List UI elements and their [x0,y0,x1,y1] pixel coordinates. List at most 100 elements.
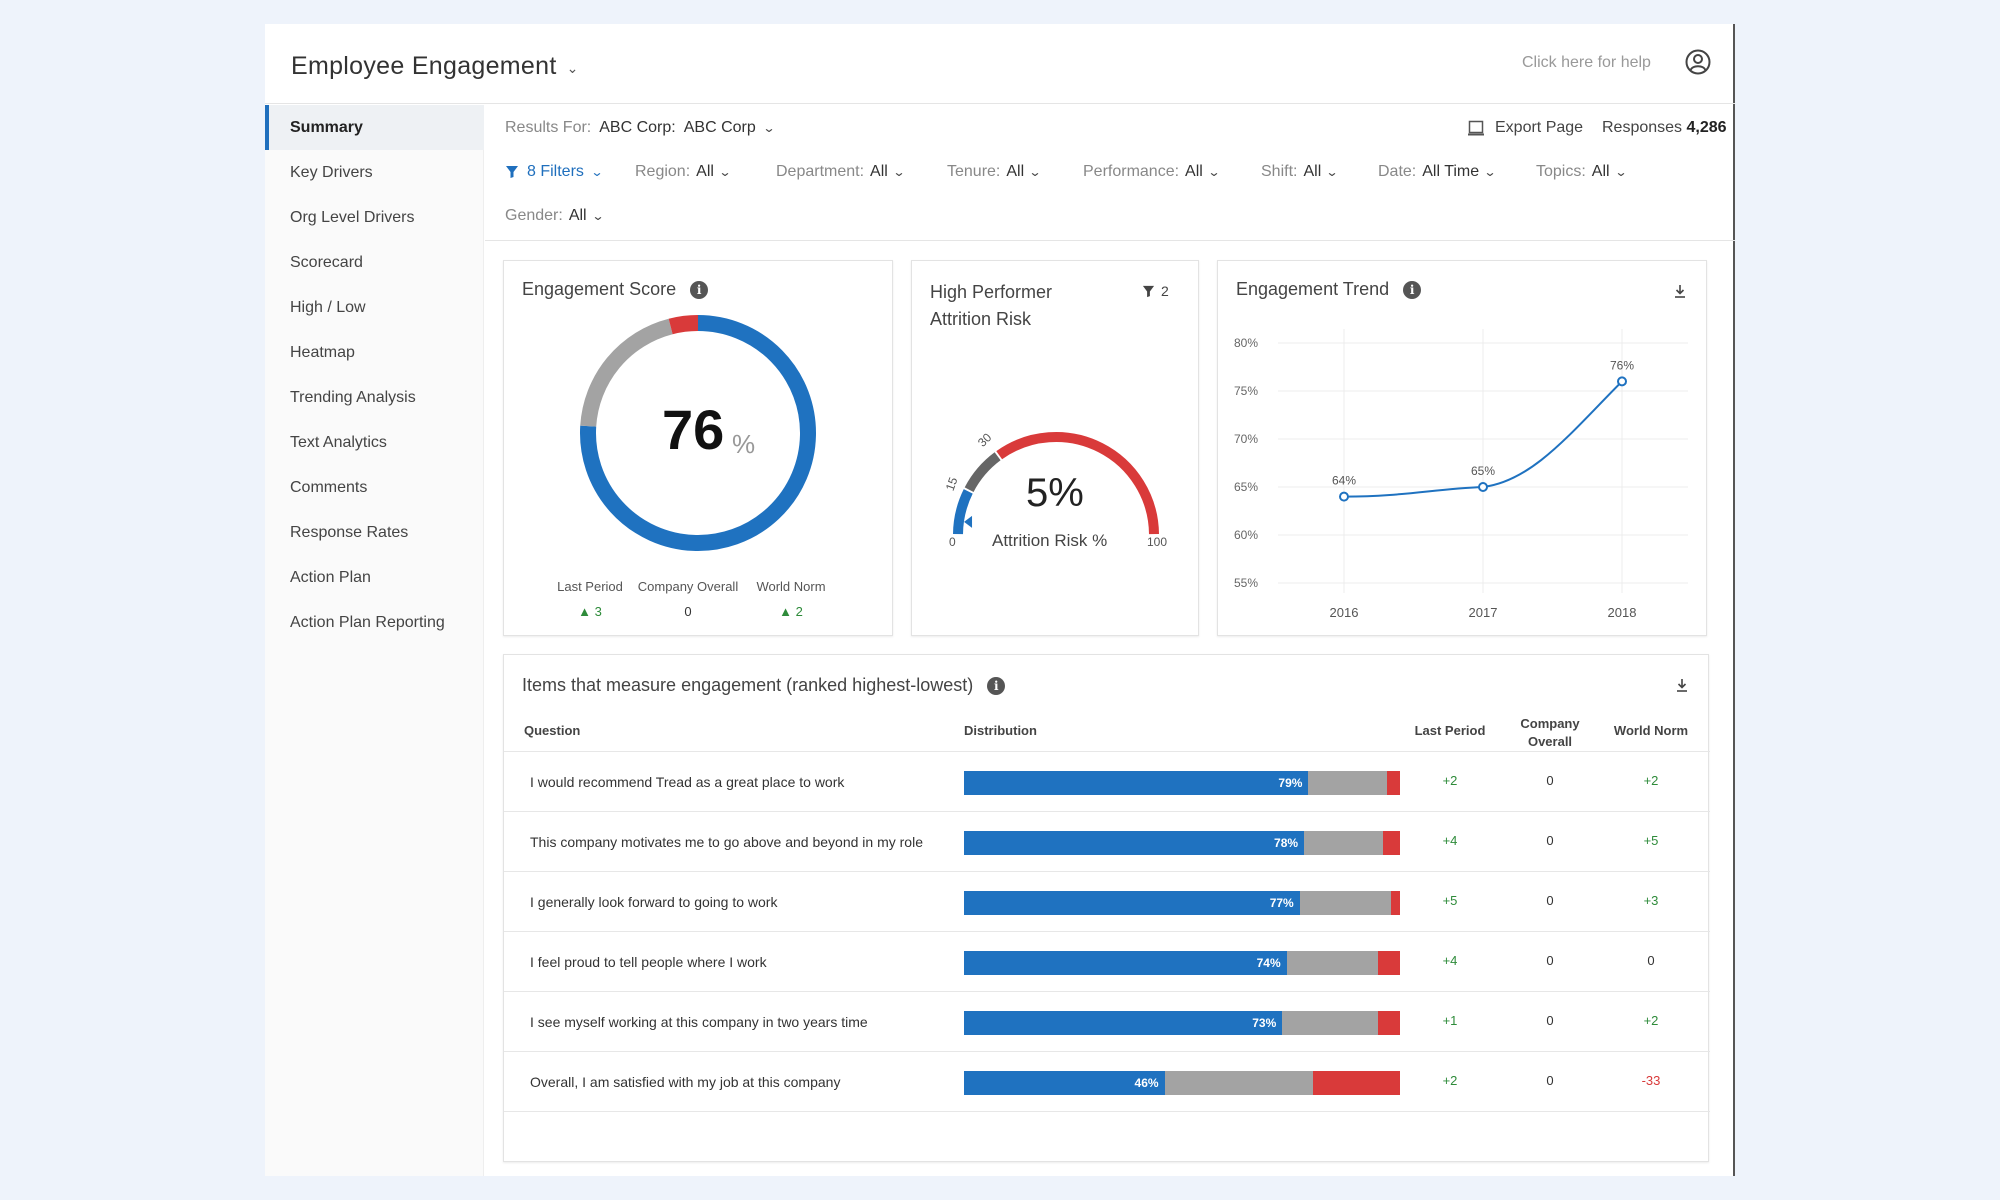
trend-data-label: 65% [1471,464,1495,478]
distribution-bar[interactable]: 77% [964,891,1400,915]
trend-data-point[interactable] [1339,491,1349,502]
filter-tenure-value: All [1006,163,1025,180]
donut-neutral-arc [580,318,673,427]
help-link[interactable]: Click here for help [1522,54,1651,71]
sidebar-item-response-rates[interactable]: Response Rates [290,524,409,541]
unfavorable-segment [1378,951,1400,975]
sidebar-item-action-plan[interactable]: Action Plan [290,569,371,586]
filter-tenure[interactable]: Tenure: All ⌄ [947,163,1042,181]
question-text: Overall, I am satisfied with my job at t… [530,1074,841,1090]
download-icon[interactable] [1672,283,1688,299]
filter-region-label: Region: [635,163,691,180]
export-page-button[interactable]: Export Page [1467,119,1583,137]
unfavorable-segment [1382,831,1400,855]
distribution-bar[interactable]: 74% [964,951,1400,975]
chevron-down-icon: ⌄ [1483,165,1497,179]
unfavorable-segment [1312,1071,1400,1095]
favorable-percent-label: 79% [1278,776,1303,790]
company-overall-value: 0 [1546,893,1554,908]
distribution-bar[interactable]: 78% [964,831,1400,855]
filter-gender[interactable]: Gender: All ⌄ [505,207,604,225]
distribution-bar[interactable]: 73% [964,1011,1400,1035]
favorable-percent-label: 77% [1269,896,1294,910]
favorable-percent-label: 74% [1256,956,1281,970]
info-icon[interactable]: i [690,280,709,299]
stat-world-norm-value-row: ▲ 2 [736,604,846,619]
engagement-score-title-row: Engagement Score i [522,279,709,300]
stat-world-norm-value: 2 [795,604,803,619]
results-for-selector[interactable]: Results For: ABC Corp: ABC Corp ⌄ [505,119,775,137]
filter-date[interactable]: Date: All Time ⌄ [1378,163,1497,181]
sidebar-item-heatmap[interactable]: Heatmap [290,344,355,361]
items-table-title: Items that measure engagement (ranked hi… [522,675,974,695]
x-tick-label: 2017 [1469,605,1498,620]
engagement-trend-chart: 80% 75% 70% 65% 60% 55% 2016 2017 2018 64% 65% 76% [1234,329,1688,620]
stat-company-overall: Company Overall 0 [633,579,743,619]
sidebar-item-action-plan-reporting[interactable]: Action Plan Reporting [290,614,445,631]
attrition-filter-badge[interactable]: 2 [1142,283,1169,299]
column-header-company-overall-line1: Company [1520,716,1580,731]
responses-count: Responses 4,286 [1602,119,1727,137]
engagement-donut [580,315,816,551]
table-row[interactable]: I would recommend Tread as a great place… [504,751,1710,811]
filter-department-label: Department: [776,163,865,180]
filter-topics[interactable]: Topics: All ⌄ [1536,163,1628,181]
column-header-company-overall-line2: Overall [1527,734,1573,749]
sidebar-item-scorecard[interactable]: Scorecard [290,254,363,271]
attrition-risk-value: 5% [1026,471,1084,515]
filter-icon [1142,285,1155,297]
filter-shift-value: All [1303,163,1322,180]
dashboard-selector[interactable]: Employee Engagement ⌄ [291,52,579,81]
gauge-mid-arc [964,452,1001,493]
x-tick-label: 2016 [1330,605,1359,620]
sidebar-item-text-analytics[interactable]: Text Analytics [290,434,387,451]
results-for-value: ABC Corp: ABC Corp [599,119,756,136]
y-tick-label: 80% [1234,336,1258,350]
sidebar-item-trending-analysis[interactable]: Trending Analysis [290,389,416,406]
chevron-down-icon: ⌄ [1325,165,1339,179]
table-row[interactable]: This company motivates me to go above an… [504,811,1710,871]
sidebar-item-org-level-drivers[interactable]: Org Level Drivers [290,209,415,226]
info-icon[interactable]: i [987,676,1006,695]
chevron-down-icon: ⌄ [1028,165,1042,179]
filter-tenure-label: Tenure: [947,163,1001,180]
last-period-value: +2 [1442,1073,1458,1088]
engagement-score-value: 76 [662,398,725,461]
filter-region[interactable]: Region: All ⌄ [635,163,732,181]
filter-shift-label: Shift: [1261,163,1298,180]
sidebar-item-summary[interactable]: Summary [265,105,484,150]
y-tick-label: 65% [1234,480,1258,494]
chevron-down-icon: ⌄ [1614,165,1628,179]
chevron-down-icon: ⌄ [718,165,732,179]
attrition-title-line1: High Performer [930,282,1053,302]
filter-date-label: Date: [1378,163,1417,180]
engagement-trend-card: Engagement Trend i 80% 75% 70% 65% 60% 55% 201… [1217,260,1707,636]
items-table-title-row: Items that measure engagement (ranked hi… [522,675,1006,696]
trend-data-point[interactable] [1617,376,1627,387]
distribution-bar[interactable]: 79% [964,771,1400,795]
table-row[interactable]: I feel proud to tell people where I work… [504,931,1710,991]
table-row[interactable]: Overall, I am satisfied with my job at t… [504,1051,1710,1111]
filter-date-value: All Time [1422,163,1480,180]
download-icon[interactable] [1674,677,1690,693]
distribution-bar[interactable]: 46% [964,1071,1400,1095]
table-row[interactable]: I see myself working at this company in … [504,991,1710,1051]
sidebar-item-high-low[interactable]: High / Low [290,299,366,316]
question-text: I see myself working at this company in … [530,1014,868,1030]
table-row[interactable]: I generally look forward to going to wor… [504,871,1710,931]
stat-world-norm-label: World Norm [756,579,826,594]
filter-performance[interactable]: Performance: All ⌄ [1083,163,1220,181]
filters-toggle[interactable]: 8 Filters ⌄ [505,163,603,181]
gauge-high-arc [996,432,1159,535]
sidebar-item-key-drivers[interactable]: Key Drivers [290,164,373,181]
trend-data-label: 64% [1332,474,1356,488]
info-icon[interactable]: i [1403,280,1422,299]
sidebar-item-comments[interactable]: Comments [290,479,368,496]
app-header: Employee Engagement ⌄ Click here for hel… [265,24,1735,104]
filter-department[interactable]: Department: All ⌄ [776,163,905,181]
favorable-segment [964,1071,1165,1095]
y-tick-label: 70% [1234,432,1258,446]
trend-data-point[interactable] [1478,482,1488,492]
user-account-icon[interactable] [1685,49,1711,75]
filter-shift[interactable]: Shift: All ⌄ [1261,163,1339,181]
